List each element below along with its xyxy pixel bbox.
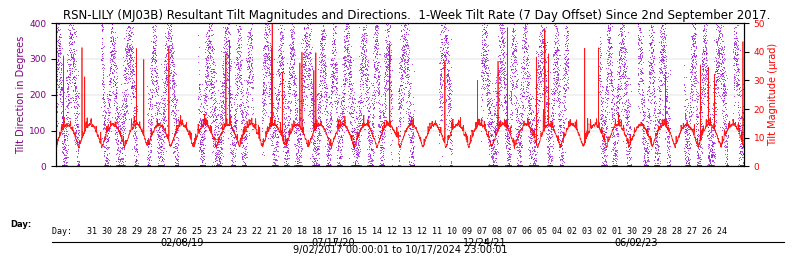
Y-axis label: Tilt Magnitude (μrad): Tilt Magnitude (μrad) bbox=[768, 43, 778, 146]
Text: Day:: Day: bbox=[10, 220, 32, 229]
Text: 12/24/21: 12/24/21 bbox=[463, 238, 506, 248]
Text: RSN-LILY (MJ03B) Resultant Tilt Magnitudes and Directions.  1-Week Tilt Rate (7 : RSN-LILY (MJ03B) Resultant Tilt Magnitud… bbox=[63, 9, 770, 22]
Text: 06/02/23: 06/02/23 bbox=[614, 238, 658, 248]
Text: Day:   31 30 28 29 28 27 26 25 23 24 23 22 21 20 18 18 17 16 15 14 12 13 12 11 1: Day: 31 30 28 29 28 27 26 25 23 24 23 22… bbox=[52, 227, 727, 236]
Y-axis label: Tilt Direction in Degrees: Tilt Direction in Degrees bbox=[16, 36, 26, 154]
Text: 9/02/2017 00:00:01 to 10/17/2024 23:00:01: 9/02/2017 00:00:01 to 10/17/2024 23:00:0… bbox=[293, 246, 507, 255]
Text: 02/08/19: 02/08/19 bbox=[161, 238, 204, 248]
Text: 07/17/20: 07/17/20 bbox=[312, 238, 355, 248]
